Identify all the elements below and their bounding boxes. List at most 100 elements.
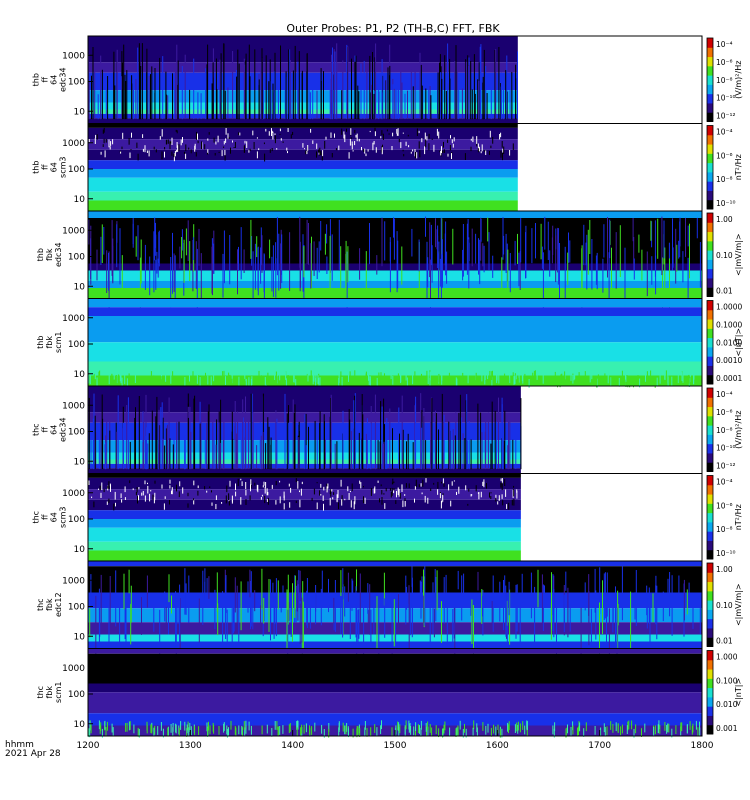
spike-tfc-fbk-scm1-51 [675, 725, 677, 734]
spike-tfc-fbk-edc12-66 [395, 597, 397, 652]
spike-tfb-fbk-scm1-113 [376, 377, 378, 387]
spike-tfc-ffw-scm3-60 [254, 482, 256, 486]
spike-tfc-fbk-scm1-56 [345, 725, 347, 735]
spike-tfc-ffp-edc34-218 [94, 415, 96, 470]
spike-tfc-fbk-scm1-237 [189, 723, 191, 732]
spike-tfc-ffw-scm3-87 [408, 483, 410, 488]
spike-tfc-fbk-scm1-147 [243, 721, 245, 730]
spike-tfc-fbk-scm1-234 [248, 721, 250, 731]
cbar-label-tfc-fbk-scm1: <|nT|> [734, 678, 743, 707]
spike-tfc-fbk-scm1-0 [482, 722, 484, 731]
spike-tfc-fbk-edc12-133 [290, 598, 292, 637]
band-tfc-ffw-scm3-1 [88, 477, 521, 490]
spike-tfc-fbk-edc12-121 [90, 574, 92, 597]
spike-tfb-fbk-scm1-152 [665, 370, 667, 380]
cbar-seg-tfb-ffp-edc34-0 [707, 112, 713, 122]
spike-tfb-ffp-edc34-169 [332, 47, 333, 120]
ytick-label-tfb-ffw-scm3-1: 100 [68, 165, 85, 175]
spike-tfb-ffp-edc34-182 [292, 70, 294, 120]
spike-tfb-ffw-scm3-59 [225, 138, 227, 143]
cbar-seg-tfb-fbk-scm1-5 [707, 328, 713, 339]
spike-tfb-fbk-scm1-188 [228, 372, 230, 382]
spike-tfc-fbk-scm1-11 [137, 727, 139, 737]
spike-tfb-fbk-scm1-26 [532, 372, 534, 382]
spike-tfb-fbk-edc34-44 [101, 224, 103, 263]
spike-tfc-fbk-scm1-103 [631, 720, 633, 730]
spike-tfc-ffp-edc34-73 [460, 417, 462, 470]
ytick-label-tfb-fbk-scm1-0: 1000 [62, 314, 85, 324]
spike-tfc-ffw-scm3-123 [421, 492, 423, 495]
spike-tfc-fbk-scm1-120 [641, 728, 642, 737]
spike-tfc-ffp-edc34-4 [334, 443, 336, 470]
spike-tfc-ffp-edc34-67 [305, 413, 307, 470]
spike-tfb-fbk-edc34-167 [633, 258, 635, 280]
spike-tfc-fbk-scm1-115 [431, 727, 433, 737]
spike-tfb-fbk-scm1-163 [518, 373, 520, 383]
spike-tfc-fbk-scm1-249 [289, 723, 291, 732]
ylabel-tfb-ffw-scm3: thbff64scm3 [32, 157, 68, 178]
spike-tfc-fbk-scm1-30 [112, 727, 114, 736]
ylabel-line-tfc-ffp-edc34-0: thc [32, 423, 41, 436]
spike-tfb-fbk-scm1-185 [678, 375, 680, 385]
spike-tfc-fbk-edc12-191 [634, 592, 636, 620]
spike-tfc-ffw-scm3-79 [414, 486, 416, 490]
ytick-label-tfc-ffp-edc34-2: 10 [74, 457, 86, 467]
spike-tfb-ffw-scm3-4 [372, 142, 374, 151]
spike-tfb-fbk-scm1-233 [98, 371, 100, 381]
spike-tfb-ffp-edc34-18 [284, 76, 286, 120]
spike-tfb-fbk-scm1-174 [578, 372, 580, 381]
spike-tfb-ffw-scm3-239 [195, 152, 197, 157]
cbar-tick-tfb-fbk-edc34-2: 0.01 [716, 287, 733, 296]
band-tfb-fbk-scm1-2 [88, 316, 702, 343]
spike-tfb-fbk-edc34-194 [155, 259, 157, 290]
spike-tfc-fbk-scm1-124 [487, 723, 489, 733]
spike-tfc-ffp-edc34-252 [420, 393, 422, 470]
spike-tfc-fbk-scm1-243 [408, 724, 410, 733]
spike-tfc-fbk-scm1-72 [101, 728, 103, 738]
spike-tfc-ffw-scm3-109 [120, 493, 122, 498]
spike-tfc-fbk-scm1-77 [514, 724, 516, 733]
spike-tfb-fbk-scm1-73 [258, 370, 260, 380]
spike-tfc-ffp-edc34-195 [102, 418, 104, 470]
spike-tfb-fbk-edc34-200 [329, 235, 331, 297]
spike-tfc-fbk-scm1-259 [438, 728, 440, 738]
spike-tfb-fbk-edc34-35 [316, 247, 318, 279]
spike-tfb-fbk-scm1-143 [397, 373, 399, 383]
spike-tfb-ffw-scm3-17 [354, 141, 356, 146]
xtick-label-2: 1400 [281, 741, 304, 751]
spike-tfb-fbk-edc34-54 [397, 240, 399, 289]
spike-tfb-ffp-edc34-244 [94, 70, 96, 120]
spike-tfb-fbk-edc34-162 [503, 235, 505, 255]
spike-tfb-ffw-scm3-170 [501, 141, 503, 148]
spike-tfc-ffp-edc34-227 [366, 418, 368, 470]
spike-tfb-fbk-scm1-184 [689, 376, 691, 386]
spike-tfb-ffp-edc34-187 [517, 51, 518, 120]
spike-tfc-ffp-edc34-121 [146, 427, 148, 470]
spike-tfb-ffp-edc34-137 [437, 72, 439, 120]
cbar-tick-tfb-ffw-scm3-1: 10⁻⁶ [716, 151, 733, 160]
cbar-seg-tfb-ffw-scm3-4 [707, 162, 713, 173]
spike-tfb-ffw-scm3-256 [109, 146, 111, 150]
spike-tfb-fbk-edc34-170 [661, 216, 663, 276]
spike-tfb-ffp-edc34-1 [401, 82, 403, 120]
spike-tfb-ffp-edc34-117 [400, 71, 402, 120]
ylabel-line-tfb-ffp-edc34-2: 64 [50, 75, 59, 85]
spike-tfb-fbk-scm1-71 [511, 375, 513, 385]
spike-tfb-ffw-scm3-258 [325, 136, 327, 140]
spike-tfc-fbk-edc12-139 [608, 608, 610, 655]
spike-tfb-ffp-edc34-3 [439, 62, 440, 120]
spike-tfb-fbk-edc34-250 [381, 217, 383, 267]
spike-tfc-ffw-scm3-212 [377, 480, 379, 483]
ytick-label-tfb-ffp-edc34-1: 100 [68, 78, 85, 88]
spike-tfb-fbk-scm1-77 [421, 373, 422, 383]
xtick-label-1: 1300 [179, 741, 202, 751]
spike-tfc-fbk-edc12-5 [405, 575, 407, 625]
spike-tfb-ffw-scm3-55 [223, 140, 225, 145]
spike-tfb-ffp-edc34-35 [331, 54, 332, 120]
spike-tfb-ffp-edc34-217 [244, 64, 246, 120]
ylabel-line-tfb-ffw-scm3-0: thb [32, 161, 41, 174]
spike-tfc-ffw-scm3-207 [441, 481, 442, 484]
spike-tfb-fbk-edc34-212 [475, 233, 477, 264]
